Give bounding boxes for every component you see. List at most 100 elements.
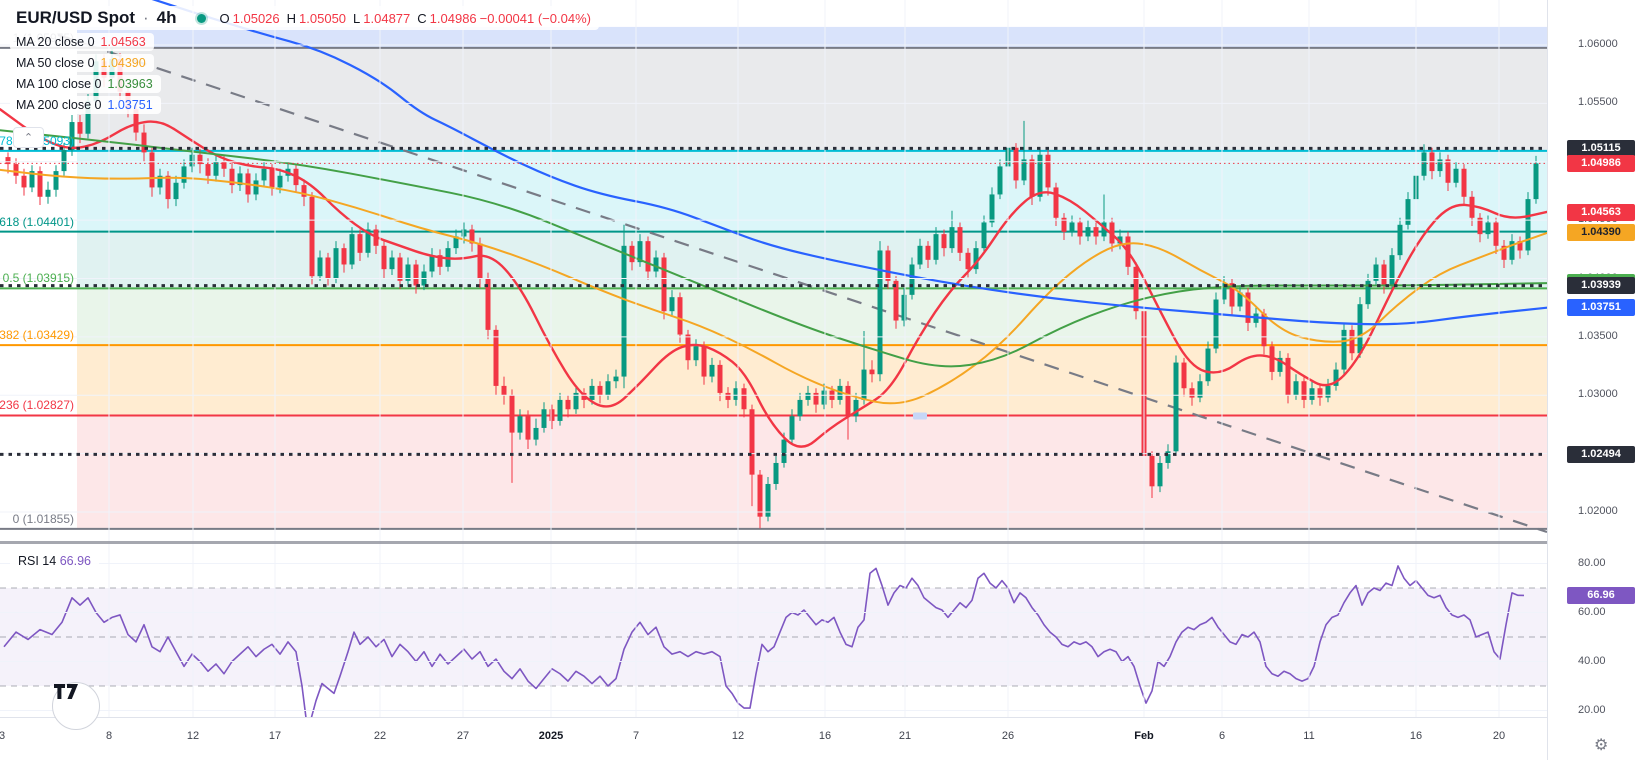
ma-line-MA200[interactable] <box>150 0 1547 326</box>
candle-body <box>1245 292 1251 323</box>
candle-body <box>469 229 475 244</box>
price-badge-1.03751: 1.03751 <box>1567 299 1635 317</box>
price-badge-1.04390: 1.04390 <box>1567 224 1635 242</box>
time-label: 8 <box>105 730 113 742</box>
time-label: 26 <box>1001 730 1015 742</box>
candle-body <box>653 257 659 272</box>
candle-body <box>1277 357 1283 372</box>
candle-body <box>1421 152 1427 176</box>
candle-body <box>1029 159 1035 197</box>
candle-body <box>989 194 995 223</box>
candle-body <box>693 346 699 361</box>
candle-body <box>757 474 763 517</box>
candle-body <box>749 409 755 475</box>
candle-body <box>1349 329 1355 354</box>
price-badge-1.05115: 1.05115 <box>1567 139 1635 157</box>
candle-body <box>181 166 187 183</box>
candle-body <box>1221 283 1227 300</box>
candle-body <box>1365 280 1371 305</box>
candle-body <box>365 229 371 253</box>
ma-label: MA 50 close 0 <box>16 56 95 70</box>
symbol-title-row[interactable]: EUR/USD Spot · 4h O 1.05026 H 1.05050 L 1.0… <box>10 6 599 30</box>
fib-anchor-handle[interactable] <box>913 412 927 420</box>
price-tick: 1.03000 <box>1578 388 1618 401</box>
candle-body <box>797 399 803 417</box>
candle-body <box>533 427 539 440</box>
fib-zone <box>77 415 1547 529</box>
candle-body <box>69 122 75 151</box>
candle-body <box>149 152 155 188</box>
rsi-legend[interactable]: RSI 14 66.96 <box>10 552 99 570</box>
candle-body <box>1333 369 1339 386</box>
gear-icon[interactable]: ⚙ <box>1594 737 1609 754</box>
ma-line-MA100[interactable] <box>0 129 1547 368</box>
ma-legend-row-2[interactable]: MA 50 close 0 1.04390 <box>10 54 154 72</box>
candle-body <box>1173 362 1179 452</box>
rsi-line[interactable] <box>3 565 1525 723</box>
candle-body <box>1269 346 1275 372</box>
low-label: L <box>353 10 361 26</box>
candle-body <box>1101 222 1107 237</box>
time-label: 16 <box>818 730 832 742</box>
candle-body <box>1509 241 1515 260</box>
change-value: −0.00041 (−0.04%) <box>479 10 591 26</box>
candle-body <box>701 346 707 377</box>
timeframe[interactable]: 4h <box>156 8 177 27</box>
time-label: 12 <box>186 730 200 742</box>
candle-body <box>509 395 515 433</box>
ma-value: 1.04563 <box>100 35 146 49</box>
pane-separator[interactable] <box>0 541 1635 544</box>
candle-body <box>549 409 555 421</box>
time-axis[interactable]: 3 8 12 17 22 27 2025 7 12 16 21 26 Feb 6 11 16 20 <box>0 717 1635 760</box>
ma-legend-row-1[interactable]: MA 20 close 0 1.04563 <box>10 33 154 51</box>
chart-legend: EUR/USD Spot · 4h O 1.05026 H 1.05050 L 1.0… <box>10 6 599 117</box>
candle-body <box>213 161 219 176</box>
candle-body <box>1205 348 1211 382</box>
time-label: 3 <box>0 730 6 742</box>
candle-body <box>1493 222 1499 246</box>
candle-body <box>741 388 747 410</box>
candle-body <box>341 248 347 265</box>
open-label: O <box>219 10 230 26</box>
ma-legend-row-4[interactable]: MA 200 close 0 1.03751 <box>10 96 161 114</box>
candle-body <box>765 483 771 517</box>
fib-zone <box>77 150 1547 232</box>
candle-body <box>461 229 467 237</box>
candle-body <box>501 385 507 396</box>
candle-body <box>997 166 1003 195</box>
time-label: 11 <box>1303 730 1315 742</box>
candle-body <box>717 364 723 393</box>
candle-body <box>917 245 923 265</box>
high-label: H <box>286 10 297 26</box>
candle-body <box>1069 222 1075 232</box>
open-value: 1.05026 <box>232 10 280 26</box>
candle-body <box>1397 224 1403 256</box>
candle-body <box>229 168 235 186</box>
candle-body <box>493 329 499 386</box>
close-value: 1.04986 <box>429 10 477 26</box>
ma-legend-row-3[interactable]: MA 100 close 0 1.03963 <box>10 75 161 93</box>
fib-label-0.382: 0.382 (1.03429) <box>0 328 74 343</box>
tradingview-logo-icon[interactable] <box>52 682 100 730</box>
candle-body <box>893 280 899 321</box>
candle-body <box>1469 196 1475 218</box>
candle-body <box>725 392 731 400</box>
candle-body <box>1517 241 1523 251</box>
price-axis[interactable]: 1.060001.055001.050001.045001.040001.035… <box>1547 0 1635 760</box>
descending-trendline[interactable] <box>57 33 1547 534</box>
time-label: 20 <box>1492 730 1506 742</box>
candle-body <box>957 227 963 253</box>
candle-body <box>1317 388 1323 398</box>
candle-body <box>1373 264 1379 281</box>
candle-body <box>277 175 283 188</box>
time-label: 16 <box>1409 730 1423 742</box>
ma-line-MA20[interactable] <box>0 108 1547 448</box>
market-status-icon <box>196 13 206 23</box>
candle-body <box>21 175 27 188</box>
ma-line-MA50[interactable] <box>0 168 1547 405</box>
candle-body <box>453 236 459 249</box>
legend-collapse-button[interactable]: ⌃ <box>13 127 44 148</box>
time-label: 12 <box>731 730 745 742</box>
candle-body <box>781 439 787 463</box>
